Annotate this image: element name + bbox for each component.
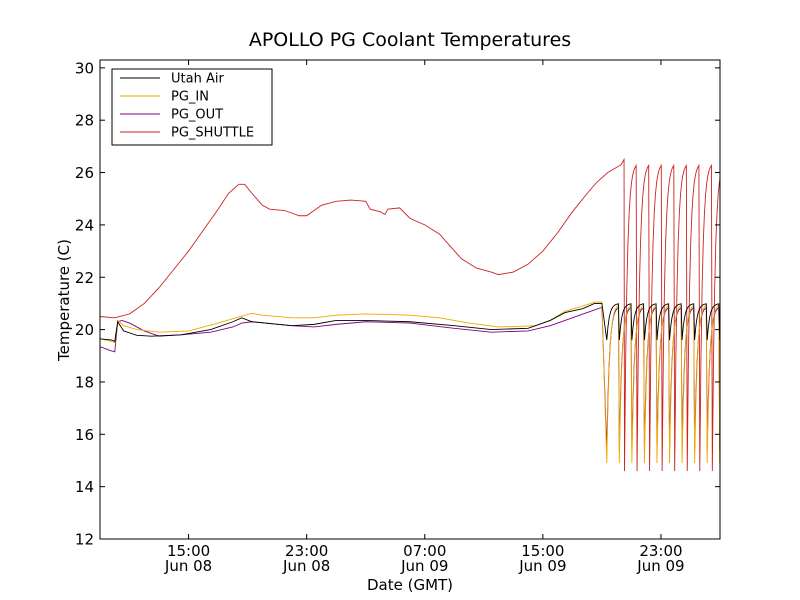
y-axis-ticks: 12 14 16 18 20 22 24 26 28 30 [75, 59, 720, 549]
legend-label: PG_SHUTTLE [171, 126, 254, 141]
legend-entry-pg-shuttle: PG_SHUTTLE [120, 126, 254, 141]
x-tick-label-time: 15:00 [167, 542, 210, 560]
x-tick-label-date: Jun 08 [164, 557, 212, 575]
y-tick-label: 26 [75, 164, 94, 182]
plot-frame [99, 59, 721, 540]
legend-label: PG_OUT [171, 108, 223, 123]
y-tick-label: 20 [75, 321, 94, 339]
legend-entry-pg-in: PG_IN [120, 90, 209, 105]
y-axis-label: Temperature (C) [55, 239, 73, 362]
y-tick-label: 18 [75, 373, 94, 391]
x-tick-label-time: 23:00 [285, 542, 328, 560]
legend: Utah Air PG_IN PG_OUT PG_SHUTTLE [111, 68, 273, 146]
chart-title: APOLLO PG Coolant Temperatures [249, 29, 571, 51]
legend-label: PG_IN [171, 90, 209, 105]
y-tick-label: 22 [75, 269, 94, 287]
x-tick-label-time: 23:00 [639, 542, 682, 560]
series-line-pg-in [100, 301, 720, 464]
x-axis-label: Date (GMT) [367, 576, 453, 594]
y-tick-label: 24 [75, 216, 94, 234]
x-tick-label-time: 15:00 [521, 542, 564, 560]
y-tick-label: 28 [75, 112, 94, 130]
x-tick-label-date: Jun 08 [282, 557, 330, 575]
x-tick-label-time: 07:00 [403, 542, 446, 560]
y-tick-label: 14 [75, 478, 94, 496]
legend-entry-utah-air: Utah Air [120, 72, 224, 87]
x-tick-label-date: Jun 09 [636, 557, 684, 575]
x-tick-label-date: Jun 09 [400, 557, 448, 575]
y-tick-label: 12 [75, 531, 94, 549]
y-tick-label: 16 [75, 426, 94, 444]
x-tick-label-date: Jun 09 [518, 557, 566, 575]
y-tick-label: 30 [75, 59, 94, 77]
legend-entry-pg-out: PG_OUT [120, 108, 223, 123]
legend-label: Utah Air [171, 72, 224, 87]
series-line-utah-air [100, 302, 720, 343]
series-line-pg-shuttle [100, 157, 720, 471]
series-group [100, 157, 720, 471]
